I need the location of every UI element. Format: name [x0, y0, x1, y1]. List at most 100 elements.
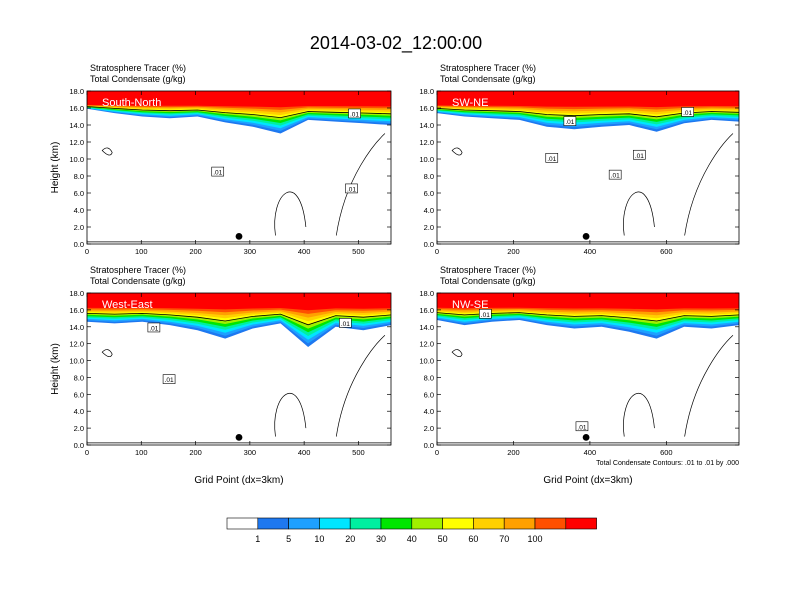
- contour-label: .01: [347, 186, 356, 193]
- contour-line: [87, 312, 391, 326]
- y-tick-label: 12.0: [69, 340, 84, 349]
- contour-label-box: [479, 308, 492, 319]
- y-tick-label: 16.0: [419, 104, 434, 113]
- x-axis-label: Grid Point (dx=3km): [543, 475, 632, 486]
- plot-frame: [436, 292, 740, 446]
- contour-label-box: [162, 374, 176, 384]
- x-tick-label: 400: [298, 247, 311, 256]
- contour-line: [274, 191, 307, 236]
- y-tick-label: 2.0: [424, 424, 434, 433]
- contour-line: [335, 334, 386, 437]
- x-tick-label: 100: [135, 247, 148, 256]
- colorbar-label: 1: [255, 534, 260, 544]
- contour-label-box: [345, 183, 358, 194]
- panel-header-condensate: Total Condensate (g/kg): [440, 276, 536, 286]
- x-tick-label: 600: [660, 448, 673, 457]
- colorbar-label: 10: [314, 534, 324, 544]
- contour-line: [684, 334, 734, 437]
- y-tick-label: 14.0: [69, 323, 84, 332]
- contour-line: [101, 349, 113, 357]
- colorbar-swatch: [473, 517, 505, 530]
- contour-label: .01: [149, 325, 158, 332]
- plot-frame: [436, 90, 740, 245]
- x-tick-label: 500: [352, 448, 365, 457]
- y-tick-label: 12.0: [69, 138, 84, 147]
- colorbar-swatch: [442, 517, 474, 530]
- contour-line: [451, 147, 463, 156]
- y-tick-label: 16.0: [69, 104, 84, 113]
- colorbar-swatch: [411, 517, 443, 530]
- panel-header-tracer: Stratosphere Tracer (%): [440, 63, 536, 73]
- y-tick-label: 6.0: [424, 390, 434, 399]
- x-tick-label: 0: [435, 448, 439, 457]
- y-tick-label: 14.0: [419, 323, 434, 332]
- x-tick-label: 100: [135, 448, 148, 457]
- contour-label: .01: [635, 153, 644, 160]
- panel-west-east: Stratosphere Tracer (%)Total Condensate …: [50, 265, 392, 486]
- x-tick-label: 400: [584, 247, 597, 256]
- contour-label-box: [339, 318, 352, 328]
- plot-area: .01 .01: [437, 293, 739, 445]
- contour-line: [684, 133, 734, 236]
- contour-label: .01: [213, 170, 222, 177]
- y-axis-label: Height (km): [50, 343, 61, 395]
- y-tick-label: 18.0: [69, 289, 84, 298]
- contour-line: [87, 106, 391, 119]
- panel-header-condensate: Total Condensate (g/kg): [90, 74, 186, 84]
- tracer-top-band: [437, 91, 739, 98]
- y-tick-label: 12.0: [419, 340, 434, 349]
- location-marker: [582, 232, 590, 240]
- contour-line: [623, 392, 655, 437]
- tracer-top-band: [87, 293, 391, 300]
- figure-title: 2014-03-02_12:00:00: [310, 33, 482, 54]
- contour-label-box: [633, 149, 646, 160]
- y-tick-label: 4.0: [424, 407, 434, 416]
- contour-line: [451, 349, 463, 357]
- contour-label: .01: [341, 321, 350, 328]
- x-tick-label: 0: [435, 247, 439, 256]
- y-tick-label: 2.0: [74, 223, 84, 232]
- x-tick-label: 0: [85, 247, 89, 256]
- tracer-top-band: [437, 293, 739, 300]
- y-tick-label: 6.0: [74, 390, 84, 399]
- y-tick-label: 4.0: [74, 206, 84, 215]
- y-axis-label: Height (km): [50, 142, 61, 194]
- x-tick-label: 600: [660, 247, 673, 256]
- y-tick-label: 4.0: [74, 407, 84, 416]
- panel-header-condensate: Total Condensate (g/kg): [90, 276, 186, 286]
- y-tick-label: 16.0: [69, 306, 84, 315]
- y-tick-label: 10.0: [419, 357, 434, 366]
- contour-label: .01: [565, 119, 574, 126]
- x-tick-label: 200: [189, 247, 202, 256]
- y-tick-label: 12.0: [419, 138, 434, 147]
- location-marker: [235, 232, 243, 240]
- panel-label: SW-NE: [452, 97, 488, 109]
- contour-label-box: [608, 169, 622, 180]
- colorbar-label: 5: [286, 534, 291, 544]
- panel-label: West-East: [102, 299, 153, 311]
- contour-label-box: [681, 107, 694, 117]
- colorbar-swatch: [380, 517, 413, 530]
- y-tick-label: 18.0: [419, 87, 434, 96]
- contour-label: .01: [547, 156, 556, 163]
- contour-line: [101, 147, 113, 156]
- colorbar-swatch: [565, 517, 597, 530]
- x-tick-label: 400: [584, 448, 597, 457]
- contour-label: .01: [611, 173, 620, 180]
- y-tick-label: 4.0: [424, 206, 434, 215]
- panels: Stratosphere Tracer (%)Total Condensate …: [50, 63, 740, 486]
- colorbar-label: 100: [527, 534, 542, 544]
- colorbar-swatch: [226, 517, 259, 530]
- contour-label: .01: [683, 110, 692, 117]
- colorbar-label: 30: [376, 534, 386, 544]
- colorbar: 1 5 10 20 30 40 50 60 70 100: [226, 517, 597, 544]
- y-tick-label: 0.0: [74, 441, 84, 450]
- y-tick-label: 8.0: [74, 373, 84, 382]
- y-tick-label: 8.0: [424, 373, 434, 382]
- contour-label: .01: [350, 111, 359, 118]
- y-tick-label: 14.0: [69, 121, 84, 130]
- plot-area: .01 .01 .01: [87, 293, 391, 445]
- colorbar-label: 40: [407, 534, 417, 544]
- panel-header-condensate: Total Condensate (g/kg): [440, 74, 536, 84]
